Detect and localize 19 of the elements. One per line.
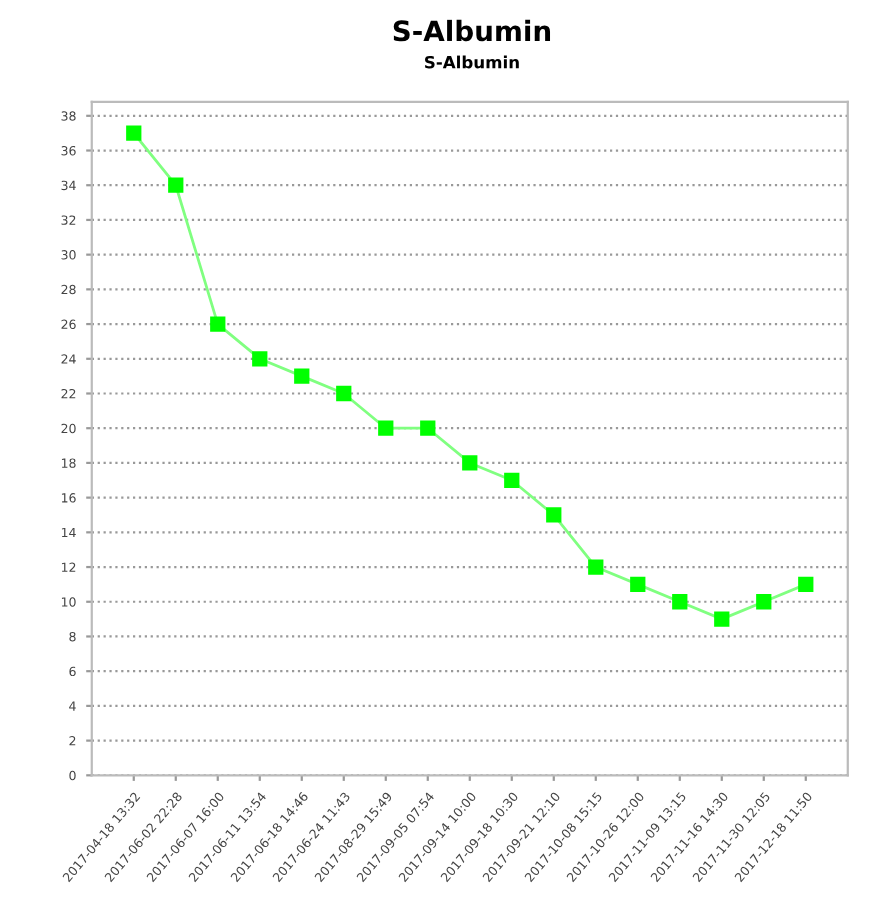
chart-title: S-Albumin xyxy=(393,19,551,42)
point xyxy=(168,177,184,193)
point xyxy=(210,316,226,332)
point xyxy=(798,576,814,593)
point xyxy=(504,472,520,488)
point xyxy=(588,559,604,575)
point xyxy=(294,368,310,384)
point xyxy=(252,351,268,367)
point xyxy=(462,455,478,471)
point xyxy=(420,420,436,436)
point xyxy=(546,507,562,523)
point xyxy=(756,594,772,610)
point xyxy=(378,420,394,436)
point xyxy=(714,611,730,627)
point xyxy=(336,385,352,402)
point xyxy=(672,594,688,610)
point xyxy=(126,125,142,141)
chart-subtitle: S-Albumin xyxy=(425,55,519,69)
point xyxy=(630,576,646,593)
